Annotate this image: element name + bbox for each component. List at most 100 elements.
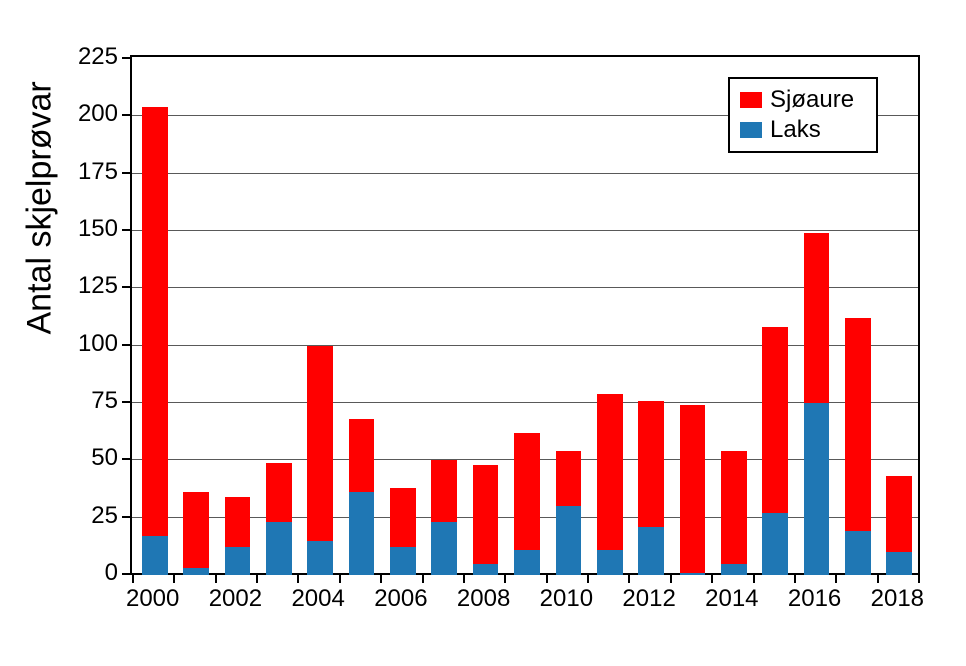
- y-tick: [122, 344, 130, 346]
- gridline: [132, 287, 918, 288]
- x-tick: [877, 575, 879, 583]
- bar-laks: [680, 573, 706, 575]
- x-tick-label: 2018: [871, 585, 924, 613]
- bar-sjøaure: [473, 465, 499, 564]
- bar-sjøaure: [142, 107, 168, 536]
- y-tick-label: 200: [78, 100, 118, 128]
- x-tick: [670, 575, 672, 583]
- x-tick: [256, 575, 258, 583]
- x-tick-label: 2014: [705, 585, 758, 613]
- bar-laks: [473, 564, 499, 575]
- y-axis-label: Antal skjelprøvar: [21, 295, 60, 335]
- bar-sjøaure: [597, 394, 623, 550]
- x-tick-label: 2000: [126, 585, 179, 613]
- bar-laks: [225, 547, 251, 575]
- legend-label: Laks: [770, 115, 821, 145]
- x-tick: [297, 575, 299, 583]
- gridline: [132, 230, 918, 231]
- bar-sjøaure: [762, 327, 788, 513]
- x-tick: [339, 575, 341, 583]
- bar-laks: [431, 522, 457, 575]
- bar-sjøaure: [721, 451, 747, 563]
- y-tick: [122, 516, 130, 518]
- bar-sjøaure: [349, 419, 375, 492]
- y-tick-label: 100: [78, 330, 118, 358]
- y-tick: [122, 114, 130, 116]
- x-tick-label: 2002: [209, 585, 262, 613]
- bar-sjøaure: [225, 497, 251, 547]
- bar-sjøaure: [431, 460, 457, 522]
- y-tick: [122, 401, 130, 403]
- bar-laks: [142, 536, 168, 575]
- y-tick-label: 25: [91, 502, 118, 530]
- bar-sjøaure: [556, 451, 582, 506]
- bar-laks: [597, 550, 623, 575]
- x-tick: [215, 575, 217, 583]
- plot-area: SjøaureLaks: [130, 55, 920, 575]
- y-tick-label: 175: [78, 158, 118, 186]
- bar-laks: [556, 506, 582, 575]
- x-tick-label: 2016: [788, 585, 841, 613]
- gridline: [132, 173, 918, 174]
- bar-laks: [804, 403, 830, 575]
- bar-sjøaure: [514, 433, 540, 550]
- legend-swatch: [740, 122, 762, 138]
- bar-laks: [886, 552, 912, 575]
- bar-laks: [845, 531, 871, 575]
- bar-laks: [390, 547, 416, 575]
- x-tick: [628, 575, 630, 583]
- y-tick: [122, 172, 130, 174]
- x-tick-label: 2012: [622, 585, 675, 613]
- bar-sjøaure: [390, 488, 416, 548]
- y-tick: [122, 229, 130, 231]
- y-tick: [122, 458, 130, 460]
- y-tick-label: 0: [105, 559, 118, 587]
- x-tick: [422, 575, 424, 583]
- y-tick-label: 125: [78, 272, 118, 300]
- x-tick: [918, 575, 920, 583]
- legend-item: Sjøaure: [740, 85, 866, 115]
- x-tick-label: 2008: [457, 585, 510, 613]
- bar-laks: [514, 550, 540, 575]
- x-tick: [794, 575, 796, 583]
- y-tick-label: 50: [91, 444, 118, 472]
- y-tick-label: 150: [78, 215, 118, 243]
- x-tick: [380, 575, 382, 583]
- bar-laks: [721, 564, 747, 575]
- bar-laks: [307, 541, 333, 575]
- bar-laks: [266, 522, 292, 575]
- x-tick: [132, 575, 134, 583]
- bar-sjøaure: [266, 463, 292, 523]
- y-tick-label: 75: [91, 387, 118, 415]
- bar-sjøaure: [183, 492, 209, 568]
- y-tick: [122, 57, 130, 59]
- bar-sjøaure: [307, 346, 333, 541]
- y-tick: [122, 573, 130, 575]
- x-tick-label: 2010: [540, 585, 593, 613]
- legend-item: Laks: [740, 115, 866, 145]
- legend-label: Sjøaure: [770, 85, 854, 115]
- legend-swatch: [740, 92, 762, 108]
- x-tick: [587, 575, 589, 583]
- y-tick-label: 225: [78, 43, 118, 71]
- x-tick: [504, 575, 506, 583]
- legend-box: SjøaureLaks: [728, 77, 878, 153]
- bar-sjøaure: [845, 318, 871, 531]
- chart-container: Antal skjelprøvar SjøaureLaks 0 25 50 75 100…: [0, 0, 966, 666]
- bar-laks: [762, 513, 788, 575]
- x-tick-label: 2006: [374, 585, 427, 613]
- gridline: [132, 402, 918, 403]
- bar-laks: [638, 527, 664, 575]
- gridline: [132, 345, 918, 346]
- x-tick: [463, 575, 465, 583]
- bar-sjøaure: [886, 476, 912, 552]
- x-tick: [173, 575, 175, 583]
- y-tick: [122, 286, 130, 288]
- bar-laks: [183, 568, 209, 575]
- bar-laks: [349, 492, 375, 575]
- x-tick-label: 2004: [291, 585, 344, 613]
- bar-sjøaure: [638, 401, 664, 527]
- x-tick: [546, 575, 548, 583]
- bar-sjøaure: [680, 405, 706, 572]
- bar-sjøaure: [804, 233, 830, 403]
